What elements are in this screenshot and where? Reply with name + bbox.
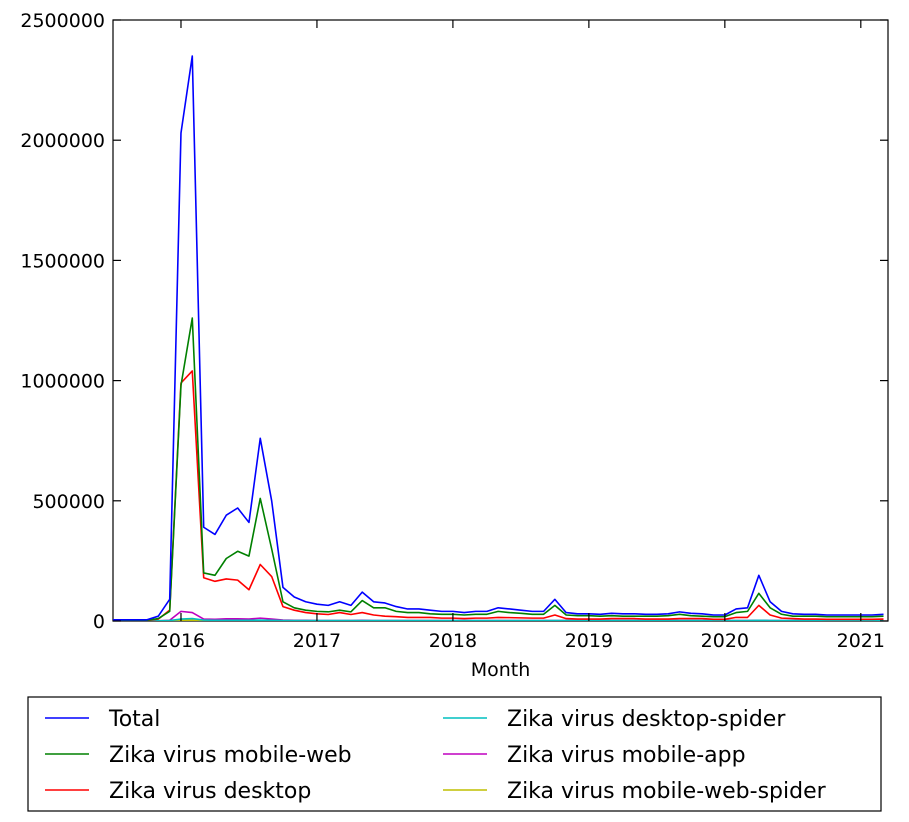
legend-entry-4: Zika virus desktop-spider [507,707,786,732]
legend-entry-1: Total [108,707,160,732]
y-tick-label: 1500000 [20,250,105,272]
x-axis-label: Month [471,659,531,681]
legend-entry-2: Zika virus mobile-web [109,743,352,768]
series-line-4 [113,617,884,621]
legend-entry-6: Zika virus mobile-web-spider [507,779,827,804]
x-tick-label: 2016 [157,630,205,652]
legend: Total Zika virus mobile-web Zika virus des… [27,696,882,812]
axes-frame [112,19,889,622]
y-tick-label: 1000000 [20,371,105,393]
y-axis-ticks: 0 500000 1000000 1500000 2000000 2500000 [20,10,888,633]
x-tick-label: 2019 [565,630,613,652]
series-line-1 [113,55,884,621]
series-line-3 [113,370,884,621]
series-group [113,55,884,621]
plot-area: 2016 2017 2018 2019 2020 2021 0 500000 1000000 1… [20,10,889,652]
series-line-2 [113,317,884,621]
legend-entry-5: Zika virus mobile-app [507,743,746,768]
x-axis-ticks: 2016 2017 2018 2019 2020 2021 [157,20,885,652]
y-tick-label: 2500000 [20,10,105,32]
x-tick-label: 2017 [293,630,341,652]
x-tick-label: 2021 [837,630,885,652]
legend-entry-3: Zika virus desktop [109,779,311,804]
y-tick-label: 500000 [32,491,105,513]
y-tick-label: 0 [93,611,105,633]
x-tick-label: 2020 [701,630,749,652]
x-tick-label: 2018 [429,630,477,652]
y-tick-label: 2000000 [20,130,105,152]
